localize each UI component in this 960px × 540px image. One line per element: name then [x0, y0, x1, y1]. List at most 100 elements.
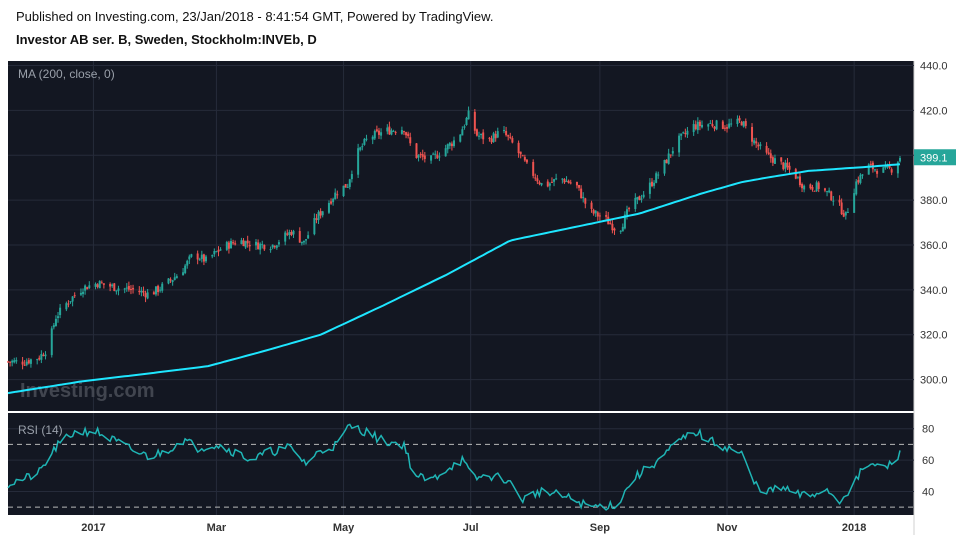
candle-body [23, 364, 26, 366]
candle-body [896, 162, 899, 174]
candle-body [111, 284, 114, 287]
candle-body [782, 162, 785, 170]
candle-body [801, 184, 804, 189]
candle-body [273, 245, 276, 248]
candle-body [188, 256, 191, 260]
candle-body [96, 284, 99, 288]
candle-body [244, 241, 247, 248]
candle-body [855, 181, 858, 195]
last-price-badge-bg [914, 149, 956, 166]
time-tick-label: Nov [717, 522, 739, 534]
candle-body [344, 184, 347, 188]
candle-body [548, 183, 551, 186]
candle-body [740, 121, 743, 126]
candle-body [167, 278, 170, 284]
candle-body [21, 361, 24, 365]
time-tick-label: Mar [207, 522, 227, 534]
candle-body [625, 209, 628, 216]
price-tick-label: 440.0 [920, 60, 948, 72]
candle-body [857, 179, 860, 183]
candle-body [730, 123, 733, 125]
candle-body [127, 285, 130, 290]
candle-body [796, 176, 799, 178]
candle-body [100, 282, 103, 284]
candle-body [234, 243, 237, 245]
candle-body [52, 325, 55, 328]
candle-body [488, 137, 491, 139]
candle-body [13, 360, 16, 363]
candle-body [446, 144, 449, 150]
candle-body [613, 228, 616, 231]
candle-body [811, 187, 814, 190]
candle-body [742, 121, 745, 127]
candle-body [65, 303, 68, 310]
candle-body [650, 181, 653, 187]
rsi-tick-label: 60 [922, 455, 934, 467]
time-tick-label: 2018 [842, 522, 866, 534]
candle-body [332, 198, 335, 203]
candle-body [115, 290, 118, 292]
candle-body [861, 174, 864, 176]
candle-body [9, 361, 12, 363]
candle-body [611, 223, 614, 231]
candle-body [230, 241, 232, 249]
candle-body [117, 288, 120, 291]
candle-body [357, 148, 360, 175]
candle-body [463, 126, 466, 128]
candle-body [159, 289, 162, 291]
candle-body [204, 256, 207, 262]
candle-body [869, 163, 872, 165]
candle-body [657, 174, 660, 176]
candle-body [494, 133, 497, 139]
candle-body [409, 137, 412, 144]
candle-body [809, 184, 812, 189]
candle-body [771, 157, 774, 163]
candle-body [709, 122, 712, 124]
candle-body [40, 353, 43, 360]
candle-body [38, 357, 41, 360]
candle-body [828, 190, 831, 193]
candle-body [475, 129, 478, 136]
candle-body [15, 360, 18, 362]
candle-body [390, 130, 393, 135]
candle-body [578, 185, 581, 188]
candle-body [169, 279, 172, 281]
candle-body [84, 285, 87, 291]
candle-body [144, 293, 147, 298]
candle-body [227, 242, 230, 249]
candle-body [701, 124, 704, 128]
rsi-tick-label: 40 [922, 486, 934, 498]
candle-body [86, 287, 89, 290]
candle-body [292, 230, 295, 235]
candle-body [129, 288, 132, 290]
candle-body [521, 155, 524, 157]
candle-body [726, 127, 729, 129]
ma-line [7, 163, 901, 395]
candle-body [438, 156, 441, 158]
candle-body [54, 318, 57, 327]
candle-body [751, 126, 754, 142]
published-line: Published on Investing.com, 23/Jan/2018 … [16, 9, 494, 24]
price-tick-label: 360.0 [920, 240, 948, 252]
candle-body [421, 154, 424, 157]
candle-body [152, 292, 155, 295]
candle-body [380, 132, 383, 136]
candle-body [517, 142, 520, 154]
candle-body [11, 360, 14, 363]
candle-body [44, 354, 47, 357]
candle-body [619, 230, 622, 232]
candle-body [567, 180, 570, 183]
candle-body [142, 290, 145, 293]
candle-body [813, 190, 816, 192]
candle-body [284, 232, 287, 242]
rsi-tick-label: 80 [922, 424, 934, 436]
candle-body [667, 153, 670, 164]
candle-body [663, 159, 666, 174]
candle-body [109, 284, 112, 287]
candle-body [450, 143, 453, 147]
candle-body [715, 120, 718, 130]
candle-body [780, 157, 783, 162]
watermark-logo: Investing.com [20, 380, 154, 402]
candle-body [671, 151, 674, 154]
